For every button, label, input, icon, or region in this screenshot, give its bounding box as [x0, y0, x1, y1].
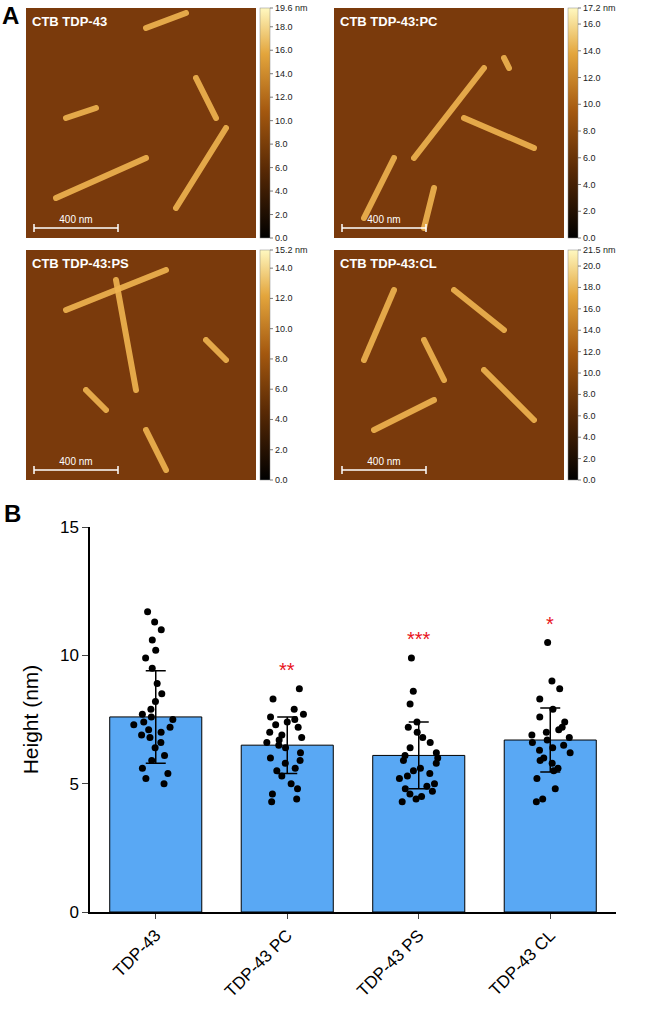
- svg-text:0.0: 0.0: [275, 475, 288, 485]
- svg-text:19.6 nm: 19.6 nm: [275, 3, 308, 13]
- svg-text:17.2 nm: 17.2 nm: [583, 3, 616, 13]
- svg-text:2.0: 2.0: [583, 454, 596, 464]
- svg-text:Height (nm): Height (nm): [19, 665, 42, 775]
- html-text:A: A: [2, 2, 20, 29]
- svg-text:10.0: 10.0: [583, 99, 601, 109]
- svg-text:4.0: 4.0: [275, 186, 288, 196]
- svg-text:**: **: [279, 659, 295, 681]
- svg-text:5: 5: [69, 775, 78, 794]
- svg-text:10.0: 10.0: [275, 116, 293, 126]
- svg-text:TDP-43: TDP-43: [110, 926, 165, 981]
- svg-text:CTB TDP-43:CL: CTB TDP-43:CL: [340, 256, 437, 271]
- svg-text:18.0: 18.0: [275, 22, 293, 32]
- svg-text:4.0: 4.0: [583, 432, 596, 442]
- svg-text:6.0: 6.0: [275, 163, 288, 173]
- svg-text:***: ***: [407, 628, 431, 650]
- svg-text:CTB TDP-43: CTB TDP-43: [32, 14, 107, 29]
- svg-text:TDP-43 PS: TDP-43 PS: [353, 926, 427, 1000]
- svg-text:TDP-43 PC: TDP-43 PC: [221, 926, 296, 1001]
- svg-text:4.0: 4.0: [275, 414, 288, 424]
- svg-text:CTB TDP-43:PC: CTB TDP-43:PC: [340, 14, 438, 29]
- svg-text:20.0: 20.0: [583, 261, 601, 271]
- svg-text:0: 0: [69, 903, 78, 922]
- svg-text:8.0: 8.0: [275, 139, 288, 149]
- svg-text:0.0: 0.0: [583, 233, 596, 243]
- html-text:B: B: [4, 500, 22, 527]
- svg-text:16.0: 16.0: [275, 45, 293, 55]
- svg-text:8.0: 8.0: [583, 126, 596, 136]
- svg-text:0.0: 0.0: [275, 233, 288, 243]
- svg-text:14.0: 14.0: [583, 325, 601, 335]
- svg-text:10.0: 10.0: [275, 324, 293, 334]
- svg-text:10: 10: [60, 646, 79, 665]
- svg-text:12.0: 12.0: [275, 293, 293, 303]
- svg-text:6.0: 6.0: [583, 411, 596, 421]
- svg-text:*: *: [546, 613, 554, 635]
- svg-text:4.0: 4.0: [583, 180, 596, 190]
- svg-text:18.0: 18.0: [583, 282, 601, 292]
- svg-text:400 nm: 400 nm: [367, 456, 400, 467]
- svg-text:16.0: 16.0: [583, 19, 601, 29]
- svg-text:16.0: 16.0: [583, 304, 601, 314]
- svg-text:400 nm: 400 nm: [59, 456, 92, 467]
- svg-text:12.0: 12.0: [275, 92, 293, 102]
- svg-text:CTB TDP-43:PS: CTB TDP-43:PS: [32, 256, 129, 271]
- svg-text:TDP-43 CL: TDP-43 CL: [486, 926, 560, 1000]
- svg-text:14.0: 14.0: [275, 263, 293, 273]
- svg-text:12.0: 12.0: [583, 73, 601, 83]
- svg-text:15: 15: [60, 518, 79, 537]
- svg-text:8.0: 8.0: [275, 354, 288, 364]
- svg-text:2.0: 2.0: [275, 445, 288, 455]
- svg-text:12.0: 12.0: [583, 347, 601, 357]
- svg-text:400 nm: 400 nm: [367, 214, 400, 225]
- svg-text:15.2 nm: 15.2 nm: [275, 245, 308, 255]
- svg-text:8.0: 8.0: [583, 389, 596, 399]
- svg-text:2.0: 2.0: [275, 210, 288, 220]
- svg-text:10.0: 10.0: [583, 368, 601, 378]
- svg-text:14.0: 14.0: [583, 46, 601, 56]
- svg-text:400 nm: 400 nm: [59, 214, 92, 225]
- svg-text:6.0: 6.0: [275, 384, 288, 394]
- svg-text:2.0: 2.0: [583, 206, 596, 216]
- svg-text:0.0: 0.0: [583, 475, 596, 485]
- svg-text:21.5 nm: 21.5 nm: [583, 245, 616, 255]
- svg-text:14.0: 14.0: [275, 69, 293, 79]
- svg-text:6.0: 6.0: [583, 153, 596, 163]
